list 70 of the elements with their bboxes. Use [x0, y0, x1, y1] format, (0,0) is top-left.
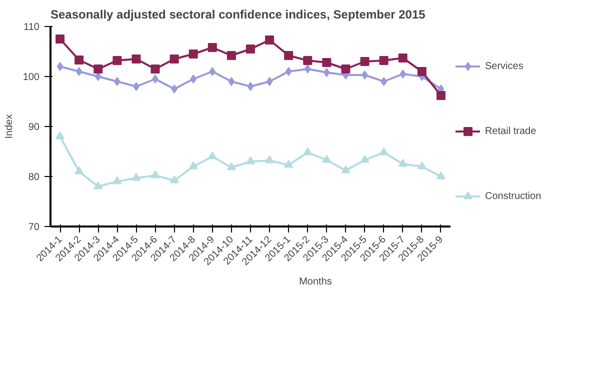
chart-title: Seasonally adjusted sectoral confidence indices, September 2015: [50, 8, 426, 22]
point: [188, 161, 198, 170]
y-tick-label: 80: [28, 172, 40, 183]
point: [133, 82, 140, 91]
point: [226, 51, 236, 60]
point: [246, 44, 255, 54]
y-tick-label: 110: [24, 22, 40, 33]
point: [284, 51, 294, 60]
point: [360, 57, 370, 66]
point: [94, 181, 103, 190]
legend-label: Retail trade: [485, 126, 536, 136]
point: [246, 156, 255, 164]
y-tick-label: 90: [28, 122, 40, 133]
point: [190, 74, 197, 84]
point: [132, 54, 141, 64]
point: [398, 158, 408, 167]
point: [379, 147, 388, 156]
point: [436, 171, 446, 180]
y-axis-title: Index: [4, 114, 15, 139]
point: [341, 64, 350, 74]
point: [285, 67, 292, 76]
point: [360, 154, 370, 163]
point: [150, 170, 160, 178]
point: [400, 70, 406, 78]
point: [94, 64, 103, 74]
point: [265, 155, 274, 164]
legend-label: Services: [485, 60, 524, 72]
point: [114, 77, 120, 86]
point: [417, 67, 426, 76]
point: [170, 54, 179, 64]
point: [209, 67, 216, 76]
point: [228, 77, 235, 86]
point: [112, 56, 122, 65]
point: [362, 70, 368, 80]
point: [303, 56, 312, 65]
point: [398, 54, 408, 62]
point: [188, 50, 198, 58]
point: [226, 162, 236, 170]
legend-label: Construction: [485, 190, 542, 202]
point: [322, 58, 332, 67]
point: [112, 176, 122, 184]
point: [152, 74, 158, 84]
point: [208, 43, 217, 52]
point: [322, 154, 332, 163]
point: [417, 161, 426, 170]
point: [303, 147, 312, 156]
point: [304, 64, 311, 74]
point: [379, 56, 388, 65]
y-tick-label: 100: [22, 72, 40, 83]
point: [247, 82, 254, 91]
point: [74, 166, 84, 174]
point: [324, 68, 330, 77]
point: [380, 77, 387, 86]
y-tick-label: 70: [28, 222, 40, 233]
point: [132, 172, 141, 181]
x-axis-title: Months: [299, 276, 332, 288]
point: [150, 64, 160, 74]
point: [171, 84, 178, 94]
point: [341, 165, 350, 174]
point: [76, 67, 82, 76]
point: [284, 160, 294, 168]
point: [436, 91, 446, 100]
point: [265, 36, 274, 44]
point: [170, 175, 179, 184]
point: [56, 62, 64, 71]
point: [56, 34, 65, 44]
point: [56, 131, 65, 140]
point: [74, 56, 84, 64]
point: [208, 151, 217, 160]
point: [266, 77, 273, 86]
